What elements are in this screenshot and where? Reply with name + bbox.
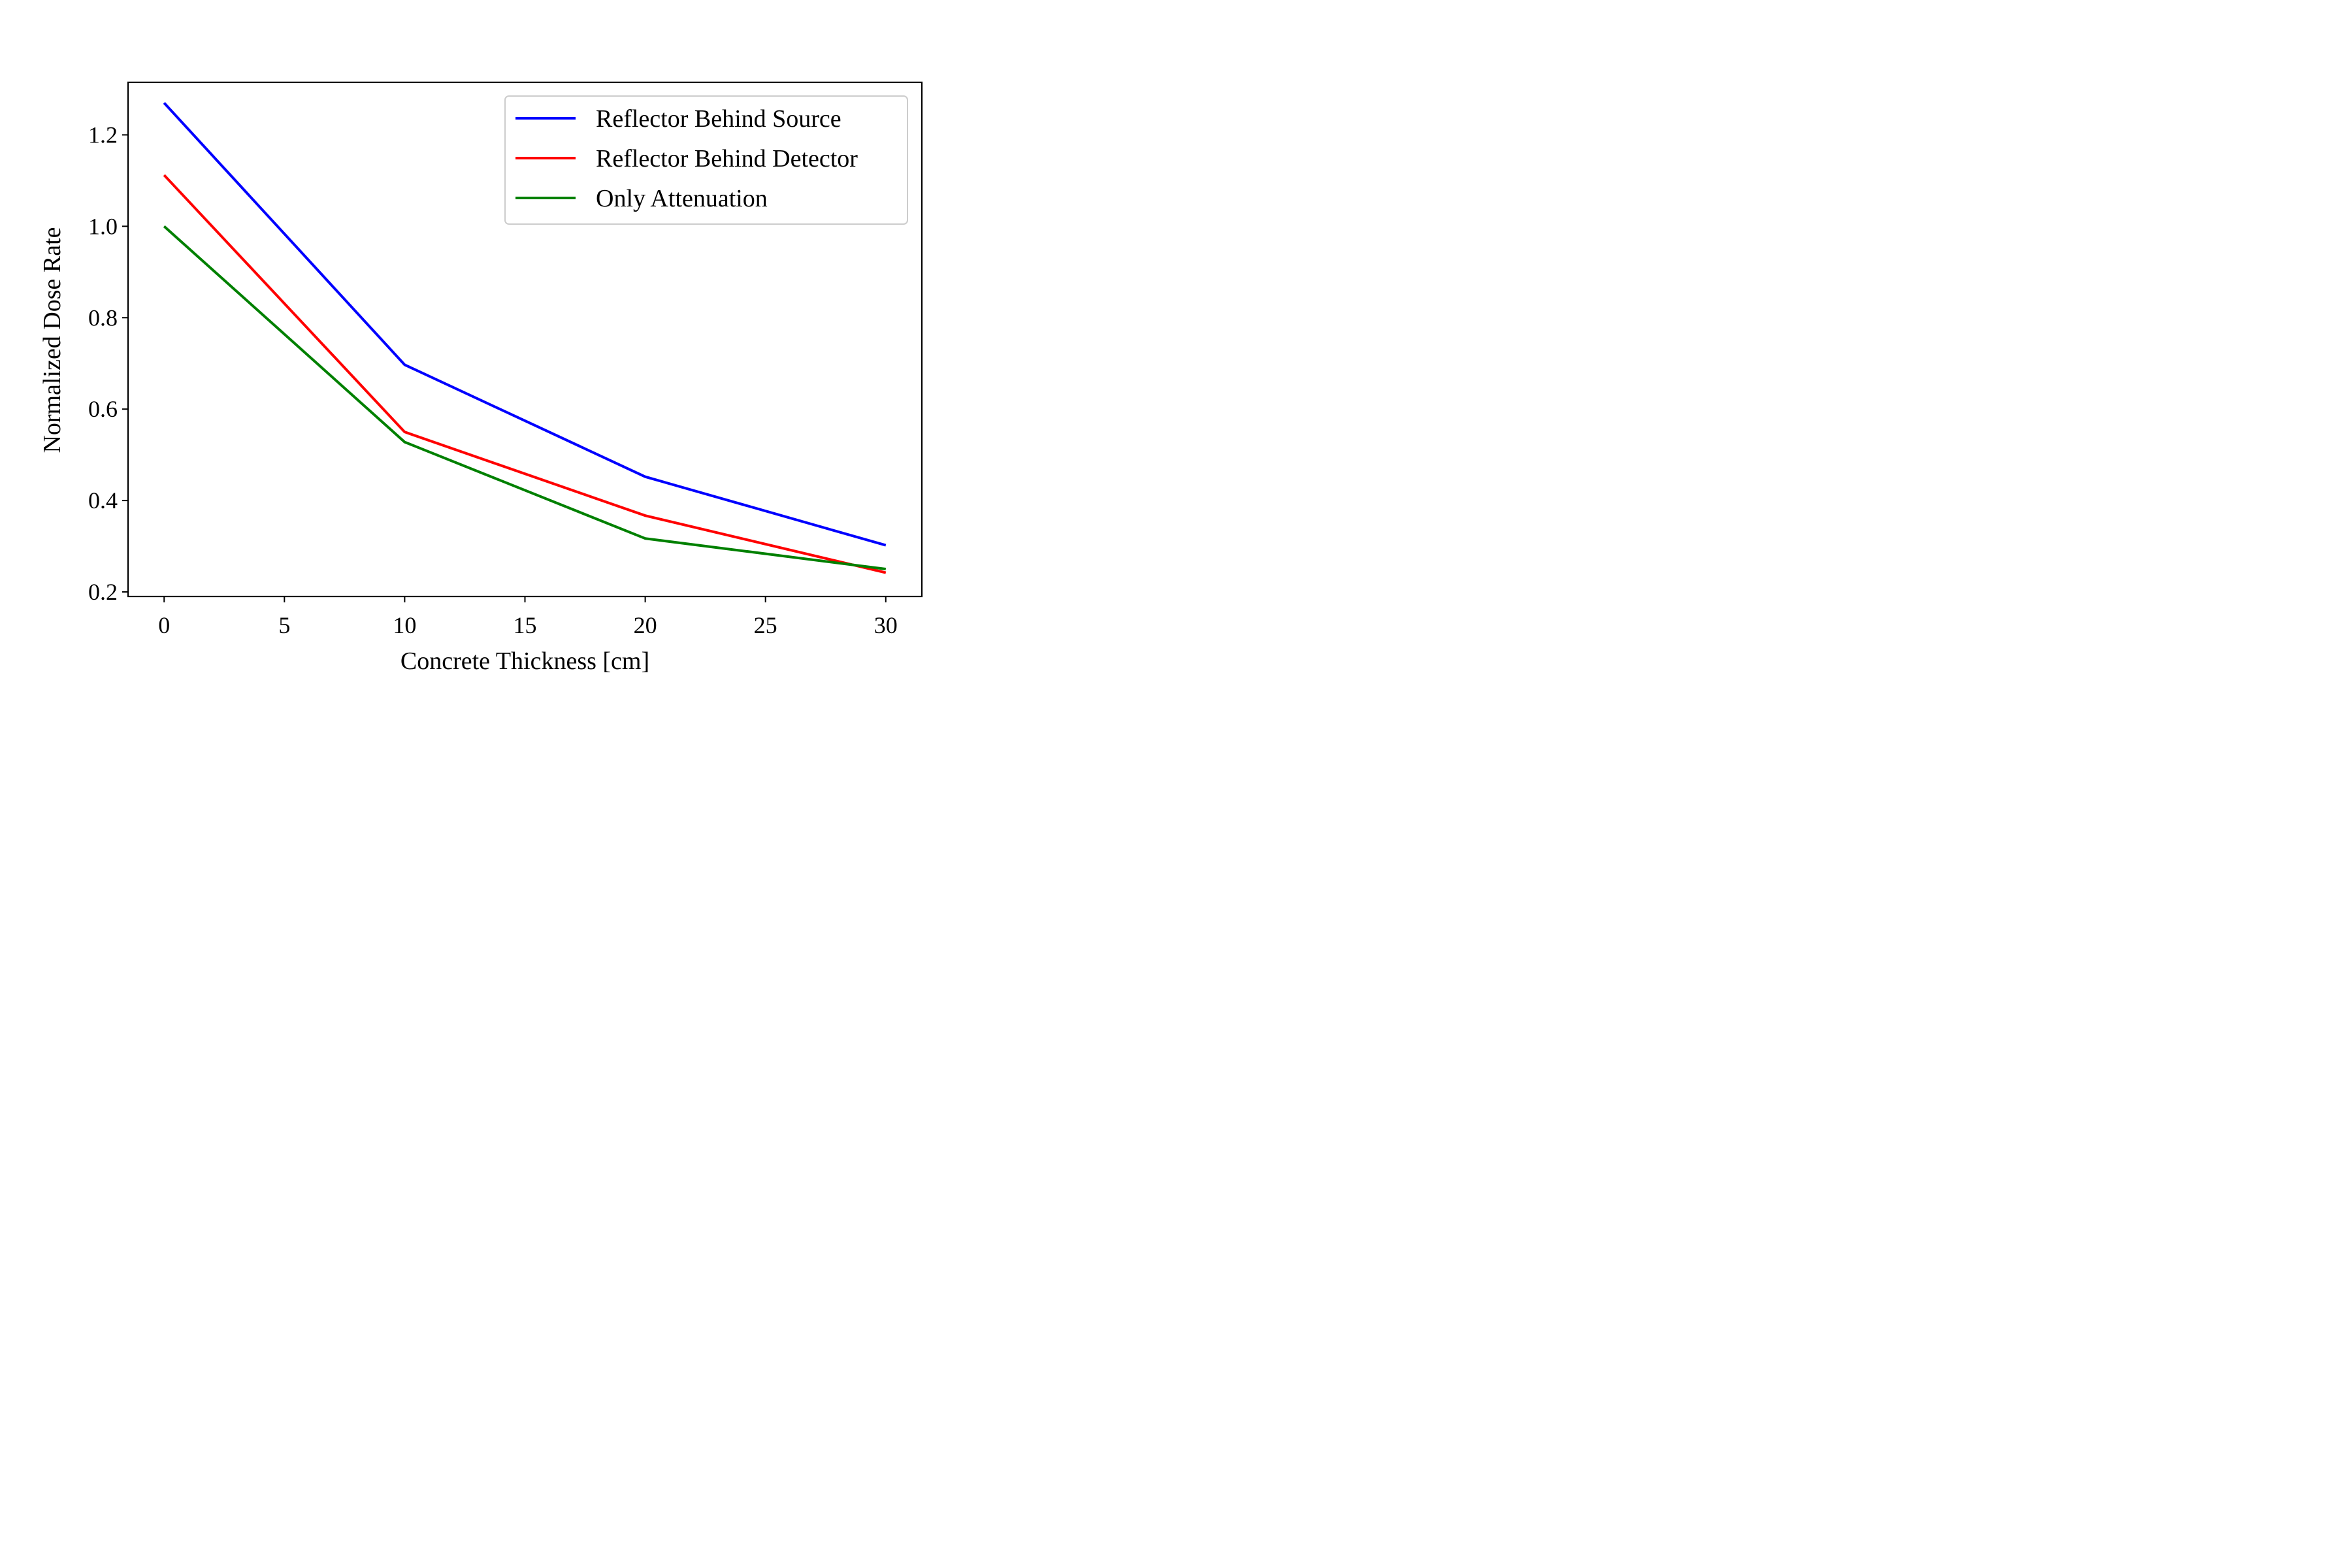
x-tick-label: 25: [754, 612, 777, 638]
x-tick-label: 20: [634, 612, 657, 638]
x-tick-label: 10: [393, 612, 416, 638]
series-line-1: [163, 102, 887, 547]
y-tick-label: 0.2: [88, 579, 118, 605]
legend-label: Only Attenuation: [596, 185, 768, 212]
legend-box: [504, 95, 908, 225]
x-tick-label: 15: [514, 612, 537, 638]
y-tick-label: 0.8: [88, 304, 118, 331]
y-tick-label: 1.0: [88, 213, 118, 239]
y-tick-label: 1.2: [88, 122, 118, 148]
legend: Reflector Behind Source Reflector Behind …: [504, 95, 908, 225]
x-axis-label: Concrete Thickness [cm]: [400, 647, 649, 675]
legend-label: Reflector Behind Source: [596, 105, 841, 133]
line-chart: 0 5 10 15 20 25 30 0.2 0.4 0.6 0.8 1.0 1.2 Concrete…: [0, 0, 1015, 685]
y-tick-label: 0.4: [88, 487, 118, 514]
series-layer: [163, 102, 887, 574]
series-line-2: [163, 174, 887, 574]
series-line-3: [163, 225, 887, 570]
x-tick-label: 30: [874, 612, 898, 638]
x-tick-label: 5: [278, 612, 290, 638]
legend-label: Reflector Behind Detector: [596, 145, 858, 172]
y-axis: 0.2 0.4 0.6 0.8 1.0 1.2: [88, 122, 128, 605]
x-tick-label: 0: [158, 612, 170, 638]
y-tick-label: 0.6: [88, 396, 118, 422]
y-axis-label: Normalized Dose Rate: [39, 227, 66, 453]
x-axis: 0 5 10 15 20 25 30: [158, 596, 898, 638]
